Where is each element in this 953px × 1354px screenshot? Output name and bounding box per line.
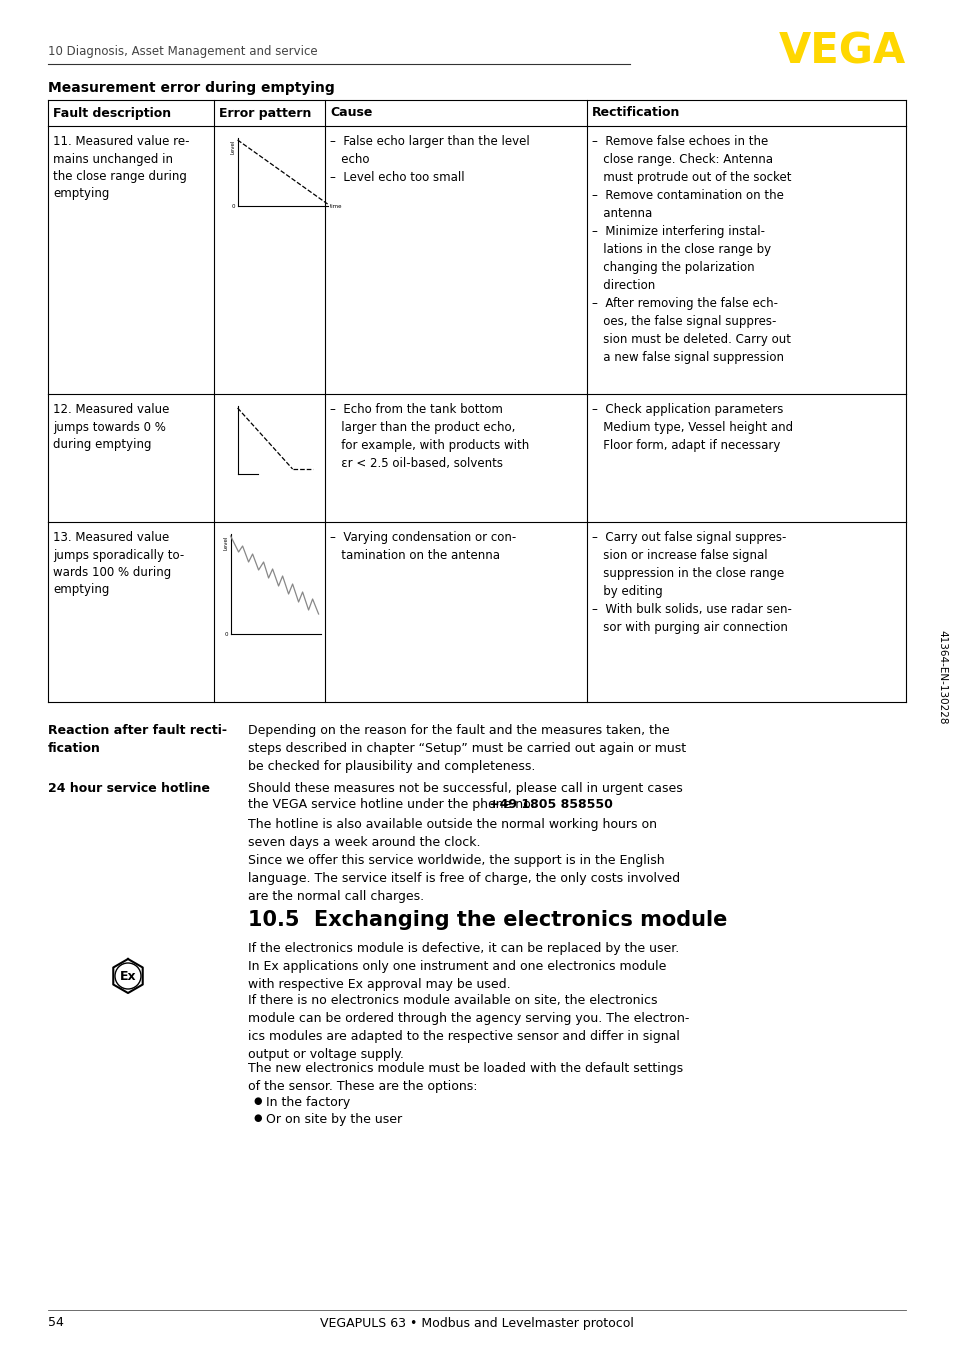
Text: 11. Measured value re-
mains unchanged in
the close range during
emptying: 11. Measured value re- mains unchanged i… xyxy=(53,135,190,200)
Text: 10.5  Exchanging the electronics module: 10.5 Exchanging the electronics module xyxy=(248,910,726,930)
Text: Depending on the reason for the fault and the measures taken, the
steps describe: Depending on the reason for the fault an… xyxy=(248,724,685,773)
Text: +49 1805 858550: +49 1805 858550 xyxy=(488,798,612,811)
Text: –  Echo from the tank bottom
   larger than the product echo,
   for example, wi: – Echo from the tank bottom larger than … xyxy=(330,403,529,470)
Text: –  Remove false echoes in the
   close range. Check: Antenna
   must protrude ou: – Remove false echoes in the close range… xyxy=(591,135,790,364)
Text: the VEGA service hotline under the phone no.: the VEGA service hotline under the phone… xyxy=(248,798,537,811)
Text: 12. Measured value
jumps towards 0 %
during emptying: 12. Measured value jumps towards 0 % dur… xyxy=(53,403,170,451)
Text: ●: ● xyxy=(253,1113,261,1122)
Text: Rectification: Rectification xyxy=(591,107,679,119)
Text: 41364-EN-130228: 41364-EN-130228 xyxy=(936,630,946,724)
Text: Error pattern: Error pattern xyxy=(218,107,311,119)
Text: Should these measures not be successful, please call in urgent cases: Should these measures not be successful,… xyxy=(248,783,682,795)
Text: In the factory: In the factory xyxy=(266,1095,350,1109)
Text: Or on site by the user: Or on site by the user xyxy=(266,1113,402,1127)
Text: Fault description: Fault description xyxy=(53,107,171,119)
Text: VEGAPULS 63 • Modbus and Levelmaster protocol: VEGAPULS 63 • Modbus and Levelmaster pro… xyxy=(319,1316,634,1330)
Text: Since we offer this service worldwide, the support is in the English
language. T: Since we offer this service worldwide, t… xyxy=(248,854,679,903)
Text: 54: 54 xyxy=(48,1316,64,1330)
Text: In Ex applications only one instrument and one electronics module
with respectiv: In Ex applications only one instrument a… xyxy=(248,960,666,991)
Text: Measurement error during emptying: Measurement error during emptying xyxy=(48,81,335,95)
Text: The hotline is also available outside the normal working hours on
seven days a w: The hotline is also available outside th… xyxy=(248,818,657,849)
Text: Level: Level xyxy=(231,139,235,154)
Text: VEGA: VEGA xyxy=(778,31,905,73)
Text: If the electronics module is defective, it can be replaced by the user.: If the electronics module is defective, … xyxy=(248,942,679,955)
Text: 24 hour service hotline: 24 hour service hotline xyxy=(48,783,210,795)
Text: –  Check application parameters
   Medium type, Vessel height and
   Floor form,: – Check application parameters Medium ty… xyxy=(591,403,792,452)
Text: Cause: Cause xyxy=(330,107,372,119)
Text: 10 Diagnosis, Asset Management and service: 10 Diagnosis, Asset Management and servi… xyxy=(48,46,317,58)
Text: 13. Measured value
jumps sporadically to-
wards 100 % during
emptying: 13. Measured value jumps sporadically to… xyxy=(53,531,184,597)
Text: The new electronics module must be loaded with the default settings
of the senso: The new electronics module must be loade… xyxy=(248,1062,682,1093)
Text: If there is no electronics module available on site, the electronics
module can : If there is no electronics module availa… xyxy=(248,994,689,1062)
Text: –  False echo larger than the level
   echo
–  Level echo too small: – False echo larger than the level echo … xyxy=(330,135,529,184)
Text: ●: ● xyxy=(253,1095,261,1106)
Text: Level: Level xyxy=(223,536,229,550)
Text: Ex: Ex xyxy=(119,969,136,983)
Text: –  Varying condensation or con-
   tamination on the antenna: – Varying condensation or con- taminatio… xyxy=(330,531,516,562)
Text: –  Carry out false signal suppres-
   sion or increase false signal
   suppressi: – Carry out false signal suppres- sion o… xyxy=(591,531,791,634)
Text: Reaction after fault recti-
fication: Reaction after fault recti- fication xyxy=(48,724,227,754)
Text: 0: 0 xyxy=(232,203,235,209)
Text: time: time xyxy=(329,203,342,209)
Text: 0: 0 xyxy=(225,631,229,636)
